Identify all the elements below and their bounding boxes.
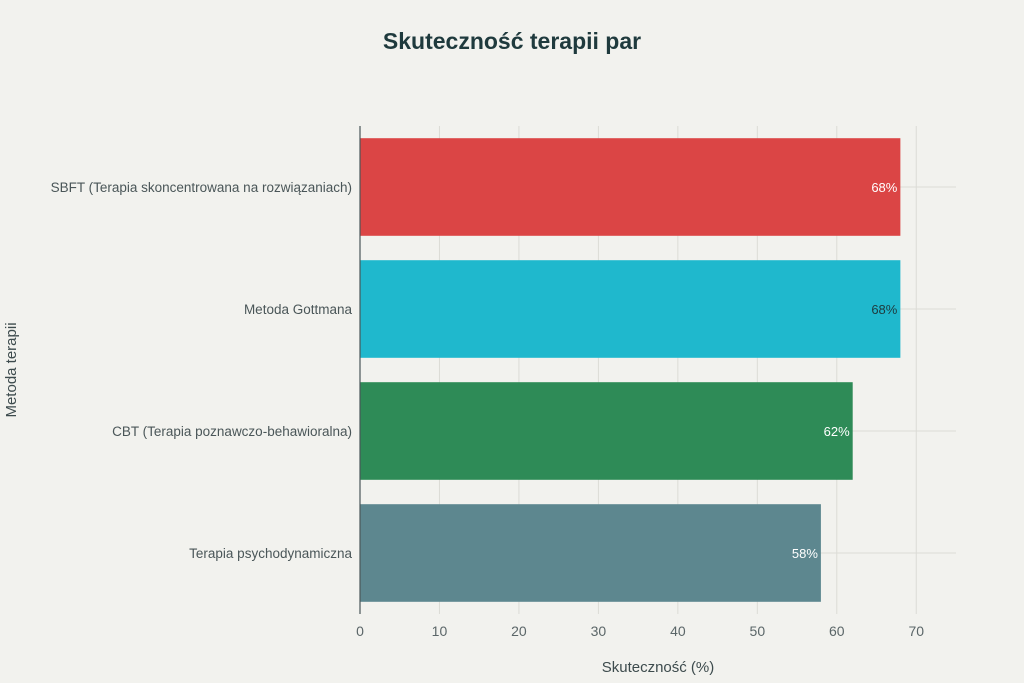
bar-data-label: 58%: [792, 546, 818, 561]
bar: [360, 382, 853, 480]
y-tick-label: Metoda Gottmana: [244, 302, 353, 317]
bar: [360, 260, 901, 358]
bar: [360, 504, 821, 602]
bar-data-label: 68%: [871, 180, 897, 195]
y-tick-label: CBT (Terapia poznawczo-behawioralna): [112, 424, 352, 439]
x-tick-label: 30: [591, 623, 607, 639]
x-tick-label: 70: [908, 623, 924, 639]
y-axis-title: Metoda terapii: [3, 322, 20, 417]
x-tick-label: 50: [750, 623, 766, 639]
x-tick-label: 60: [829, 623, 845, 639]
bar-data-label: 68%: [871, 302, 897, 317]
x-tick-label: 10: [432, 623, 448, 639]
x-tick-label: 20: [511, 623, 527, 639]
bar-data-label: 62%: [824, 424, 850, 439]
axis-layer: SBFT (Terapia skoncentrowana na rozwiąza…: [51, 126, 924, 639]
x-tick-label: 40: [670, 623, 686, 639]
y-tick-label: SBFT (Terapia skoncentrowana na rozwiąza…: [51, 180, 352, 195]
x-tick-label: 0: [356, 623, 364, 639]
y-tick-label: Terapia psychodynamiczna: [189, 546, 352, 561]
x-axis-title: Skuteczność (%): [602, 659, 715, 676]
chart-title: Skuteczność terapii par: [382, 28, 642, 54]
bar-layer: 68% 68% 62% 58%: [360, 138, 901, 602]
bar: [360, 138, 901, 236]
